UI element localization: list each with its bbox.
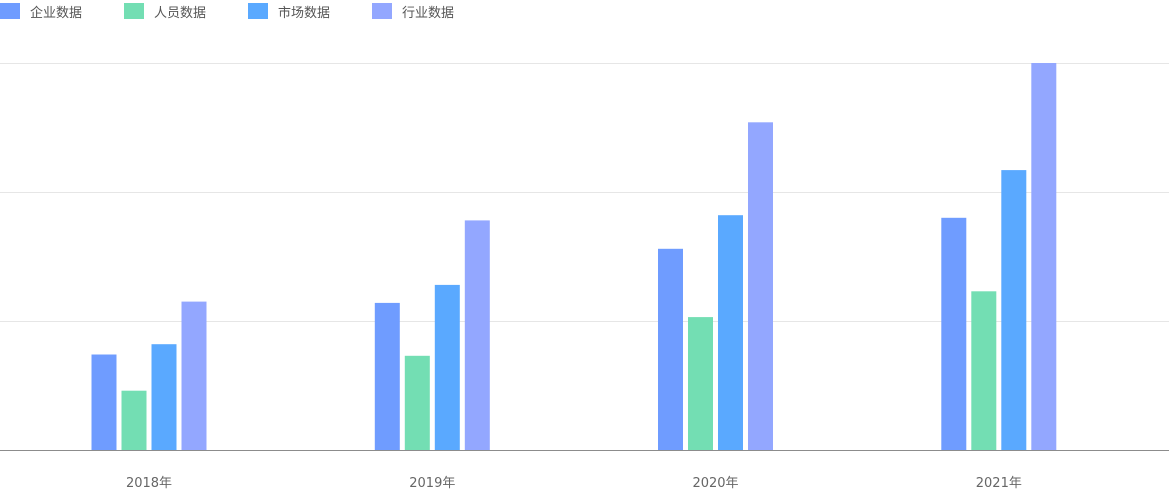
bar[interactable] [121,390,147,450]
bar[interactable] [374,302,400,450]
x-tick-label: 2020年 [692,476,738,490]
x-tick-label: 2019年 [409,476,455,490]
legend-label: 企业数据 [30,5,83,21]
bar[interactable] [941,217,967,450]
legend-item[interactable]: 人员数据 [124,2,206,21]
legend-item[interactable]: 行业数据 [372,2,454,21]
bar[interactable] [404,355,430,450]
legend-label: 人员数据 [154,5,207,21]
legend-swatch [124,3,145,19]
bar[interactable] [718,215,743,450]
bar[interactable] [464,220,490,450]
x-tick-label: 2021年 [976,476,1022,490]
gridlines [0,63,1169,322]
legend-item[interactable]: 市场数据 [248,2,330,21]
bar[interactable] [658,248,683,450]
legend-item[interactable]: 企业数据 [0,2,82,21]
chart-legend: 企业数据 人员数据 市场数据 行业数据 [0,0,496,22]
x-tick-labels: 2018年 2019年 2020年 2021年 [126,476,1022,490]
bar[interactable] [151,344,177,450]
bars [91,63,1057,451]
bar[interactable] [688,317,713,450]
legend-label: 市场数据 [278,5,331,21]
bar[interactable] [91,354,117,451]
legend-swatch [248,3,269,19]
legend-label: 行业数据 [402,5,455,21]
bar[interactable] [1031,63,1057,450]
bar[interactable] [181,301,207,450]
x-tick-label: 2018年 [126,476,172,490]
legend-swatch [372,3,393,19]
legend-swatch [0,3,20,19]
bar[interactable] [434,284,460,450]
bar[interactable] [971,291,997,450]
bar[interactable] [748,122,773,451]
bar[interactable] [1001,170,1027,450]
